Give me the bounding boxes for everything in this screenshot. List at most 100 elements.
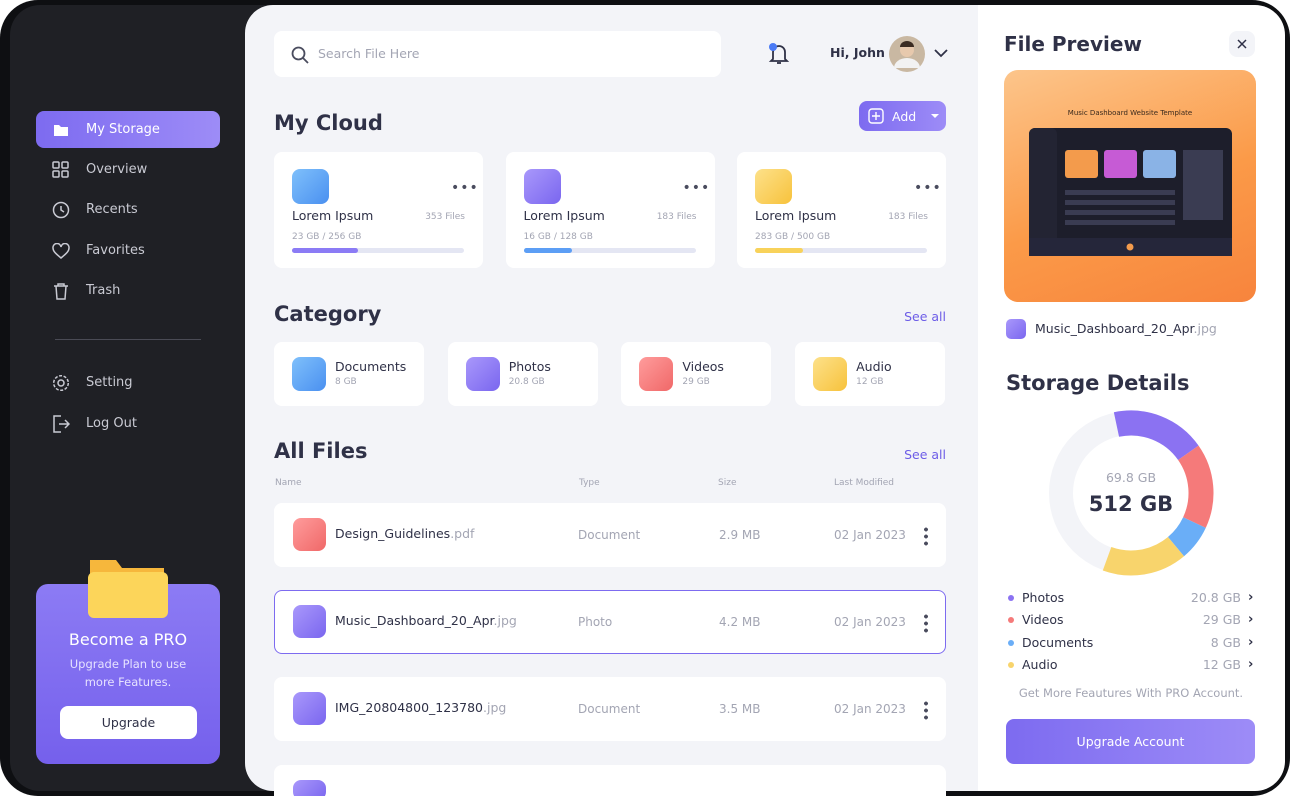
chevron-down[interactable] [934,49,948,58]
menu-item[interactable]: Favorites [86,243,145,258]
legend-chevron[interactable]: › [1248,612,1254,628]
section-title: All Files [274,439,368,463]
file-ext: .jpg [483,700,507,715]
file-icon [1006,319,1026,339]
menu-item-active[interactable]: My Storage [36,111,220,148]
section-title: My Cloud [274,111,383,135]
upgrade-button[interactable]: Upgrade [60,706,197,739]
setting-icon [52,374,70,392]
favorites-icon [52,243,70,259]
file-size: 3.5 MB [719,702,761,716]
menu-item[interactable]: Recents [86,202,138,217]
file-name: Music_Dashboard_20_Apr.jpg [335,613,517,628]
category-icon [639,357,674,391]
file-row[interactable] [274,765,946,796]
legend-name: Documents [1022,634,1094,650]
storage-donut [1049,410,1214,576]
card-name: Lorem Ipsum [292,208,374,223]
row-menu[interactable] [924,700,928,720]
category-size: 12 GB [856,377,884,387]
usage-fill [292,248,358,253]
bell-icon[interactable] [766,41,792,67]
file-date: 02 Jan 2023 [834,615,906,629]
file-row[interactable] [274,590,946,654]
see-all[interactable]: See all [904,447,946,462]
file-date: 02 Jan 2023 [834,528,906,542]
more-button[interactable]: ••• [451,180,479,196]
legend-size: 29 GB [1202,612,1241,628]
close-icon [1237,39,1247,49]
cloud-icon [755,169,792,204]
file-name: Music_Dashboard_20_Apr.jpg [1035,322,1217,336]
more-button[interactable]: ••• [682,180,711,196]
menu-item[interactable]: Overview [86,162,148,177]
legend-name: Photos [1022,590,1065,605]
row-menu[interactable] [924,526,928,546]
legend-dot [1008,617,1014,624]
cloud-icon [523,169,561,204]
legend-dot [1008,661,1014,668]
legend-size: 8 GB [1210,634,1241,650]
legend-chevron[interactable]: › [1248,590,1254,605]
usage-fill [755,248,803,253]
legend-name: Videos [1022,612,1064,628]
trash-icon [54,283,68,300]
file-icon [293,692,326,725]
card-name: Lorem Ipsum [755,208,837,223]
donut-segment [1167,516,1206,557]
add-caret [931,114,940,118]
legend-chevron[interactable]: › [1248,656,1254,672]
legend-size: 20.8 GB [1190,590,1241,605]
storage-total: 512 GB [1088,492,1174,516]
category-name: Audio [856,359,892,374]
file-type: Photo [578,615,613,629]
close-button[interactable] [1229,31,1255,57]
search-icon [291,46,309,64]
add-label: Add [892,108,917,124]
thumbnail-mockup [1029,128,1232,256]
legend-chevron[interactable]: › [1248,634,1254,650]
file-name: IMG_20804800_123780.jpg [335,700,507,715]
add-button[interactable]: Add [859,101,946,131]
more-button[interactable]: ••• [914,180,942,196]
column-header[interactable]: Name [275,478,302,488]
section-title: Category [274,302,382,326]
file-row[interactable] [274,677,946,741]
file-icon [293,605,326,638]
thumbnail-title: Music Dashboard Website Template [1067,109,1193,117]
category-name: Videos [682,359,724,374]
menu-item[interactable]: Trash [86,283,121,298]
plus-icon [868,108,884,124]
row-menu[interactable] [924,613,928,633]
usage-track [523,248,696,253]
panel-title: File Preview [1004,32,1142,56]
logout-icon [53,415,70,433]
panel-title: Storage Details [1006,371,1190,395]
cloud-icon [292,169,329,204]
file-type: Document [578,528,641,542]
usage-track [292,248,464,253]
card-files: 183 Files [656,212,697,222]
file-row[interactable] [274,503,946,567]
column-header[interactable]: Type [579,478,600,488]
menu-item[interactable]: Setting [86,375,133,390]
avatar[interactable] [889,36,925,72]
card-usage: 23 GB / 256 GB [292,232,362,242]
upgrade-account-button[interactable]: Upgrade Account [1006,719,1255,764]
file-base: Music_Dashboard_20_Apr [335,613,494,628]
category-icon [813,357,848,391]
menu-item[interactable]: Log Out [86,416,137,431]
column-header[interactable]: Last Modified [834,478,895,488]
category-size: 20.8 GB [508,377,545,387]
category-name: Documents [335,359,407,374]
see-all[interactable]: See all [904,309,946,324]
column-header[interactable]: Size [718,478,737,488]
search-box[interactable] [274,31,721,77]
category-size: 8 GB [335,377,357,387]
storage-used: 69.8 GB [1105,470,1157,485]
category-name: Photos [508,359,551,374]
divider [55,339,201,340]
